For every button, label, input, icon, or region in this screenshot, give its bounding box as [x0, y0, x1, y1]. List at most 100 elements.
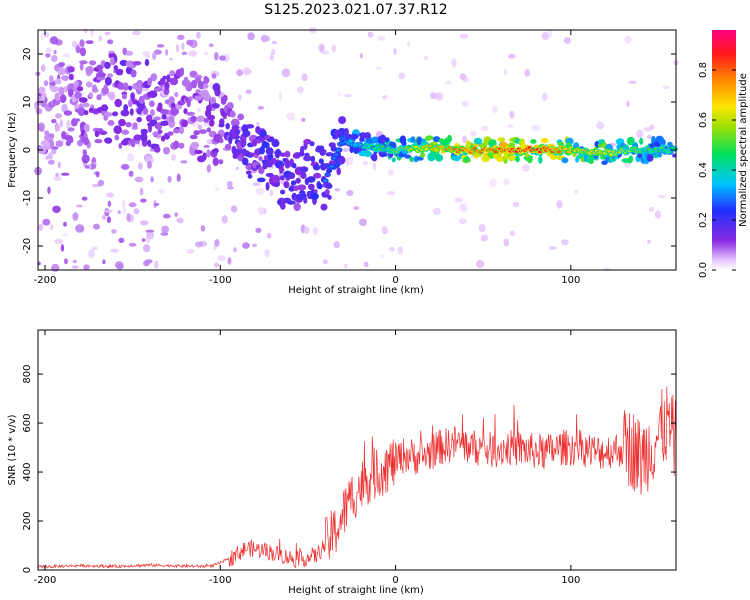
- spectrogram-cell: [196, 115, 206, 123]
- spectrogram-cell: [447, 134, 452, 143]
- spectrogram-cell: [388, 247, 395, 252]
- spectrogram-cell: [150, 176, 154, 183]
- spectrogram-cell: [104, 76, 112, 86]
- spectrogram-cell: [325, 152, 334, 157]
- spectrogram-cell: [71, 40, 78, 48]
- spectrogram-cell: [524, 69, 530, 77]
- spectrogram-cell: [166, 74, 171, 83]
- spectrogram-cell: [497, 137, 506, 143]
- spectrogram-cell: [137, 162, 143, 170]
- spectrogram-cell: [271, 174, 281, 184]
- spectrogram-cell: [81, 196, 88, 201]
- spectrogram-cell: [79, 47, 87, 57]
- spectrogram-cell: [107, 120, 115, 126]
- spectrogram-cell: [657, 195, 666, 199]
- spectrogram-cell: [423, 55, 429, 61]
- spectrogram-cell: [102, 214, 106, 220]
- spectrogram-cell: [153, 49, 162, 55]
- y-tick-label: 800: [22, 365, 33, 384]
- spectrogram-cell: [104, 61, 111, 69]
- spectrogram-cell: [643, 126, 652, 132]
- spectrogram-cell: [122, 206, 127, 215]
- spectrogram-cell: [51, 263, 60, 272]
- spectrogram-cell: [639, 137, 644, 145]
- spectrogram-cell: [391, 157, 396, 163]
- spectrogram-cell: [269, 189, 274, 197]
- spectrogram-cell: [430, 92, 437, 100]
- spectrogram-cell: [279, 165, 284, 174]
- spectrogram-cell: [401, 140, 407, 147]
- spectrogram-cell: [323, 179, 328, 183]
- spectrogram-cell: [251, 243, 258, 248]
- spectrogram-cell: [231, 125, 240, 130]
- spectrogram-cell: [435, 154, 444, 162]
- spectrogram-cell: [146, 114, 153, 122]
- spectrogram-cell: [84, 165, 90, 169]
- spectrogram-cell: [168, 96, 175, 105]
- spectrogram-cell: [42, 218, 51, 226]
- spectrogram-cell: [628, 80, 638, 85]
- spectrogram-cell: [236, 69, 244, 77]
- spectrogram-cell: [76, 86, 84, 92]
- spectrogram-cell: [277, 199, 282, 205]
- spectrogram-cell: [121, 129, 130, 135]
- spectrogram-cell: [329, 165, 334, 168]
- spectrogram-cell: [38, 86, 46, 95]
- spectrogram-cell: [154, 203, 160, 206]
- spectrogram-cell: [228, 135, 233, 145]
- spectrogram-cell: [128, 85, 133, 91]
- spectrogram-cell: [574, 189, 578, 194]
- spectrogram-y-label: Frequency (Hz): [7, 112, 18, 188]
- spectrogram-cell: [647, 239, 651, 244]
- spectrogram-cell: [68, 88, 74, 98]
- spectrogram-cell: [106, 192, 114, 198]
- spectrogram-cell: [54, 238, 64, 244]
- spectrogram-cell: [225, 122, 230, 130]
- spectrogram-cell: [144, 58, 150, 67]
- spectrogram-cell: [286, 112, 296, 121]
- spectrogram-cell: [379, 134, 387, 144]
- spectrogram-cell: [104, 209, 113, 214]
- spectrogram-cell: [47, 159, 55, 165]
- spectrogram-cell: [312, 164, 321, 171]
- figure-title: S125.2023.021.07.37.R12: [264, 2, 447, 18]
- spectrogram-cell: [409, 156, 415, 162]
- spectrogram-cell: [147, 77, 153, 86]
- spectrogram-cell: [540, 137, 549, 144]
- spectrogram-cell: [173, 140, 180, 149]
- spectrogram-cell: [380, 145, 385, 149]
- spectrogram-cell: [331, 156, 337, 160]
- y-tick-label: 0: [22, 567, 33, 573]
- colorbar-tick-label: 0.8: [698, 62, 709, 78]
- spectrogram-cell: [338, 116, 347, 125]
- spectrogram-cell: [188, 50, 198, 57]
- spectrogram-cell: [362, 160, 368, 166]
- spectrogram-cell: [451, 58, 457, 68]
- spectrogram-cell: [114, 134, 120, 141]
- spectrogram-cell: [245, 124, 255, 129]
- spectrogram-cell: [96, 76, 106, 81]
- spectrogram-cell: [375, 66, 382, 70]
- spectrogram-cell: [331, 44, 336, 53]
- spectrogram-cell: [193, 130, 200, 136]
- spectrogram-cell: [163, 147, 170, 155]
- spectrogram-cell: [293, 202, 301, 212]
- spectrogram-cell: [83, 28, 88, 34]
- spectrogram-cell: [214, 262, 219, 268]
- spectrogram-cell: [106, 216, 111, 224]
- spectrogram-cell: [57, 67, 66, 76]
- spectrogram-cell: [102, 259, 106, 265]
- spectrogram-cell: [174, 91, 179, 98]
- spectrogram-cell: [213, 245, 217, 251]
- spectrogram-y-ticks: -20 -10 0 10 20: [22, 48, 676, 254]
- spectrogram-cell: [503, 178, 510, 186]
- spectrogram-cell: [61, 233, 69, 237]
- spectrogram-cell: [165, 49, 169, 56]
- spectrogram-cell: [137, 143, 143, 148]
- spectrogram-cell: [79, 63, 84, 71]
- spectrogram-cell: [425, 135, 434, 141]
- spectrogram-cell: [200, 225, 206, 232]
- spectrogram-cell: [295, 177, 301, 184]
- spectrogram-cell: [193, 74, 203, 80]
